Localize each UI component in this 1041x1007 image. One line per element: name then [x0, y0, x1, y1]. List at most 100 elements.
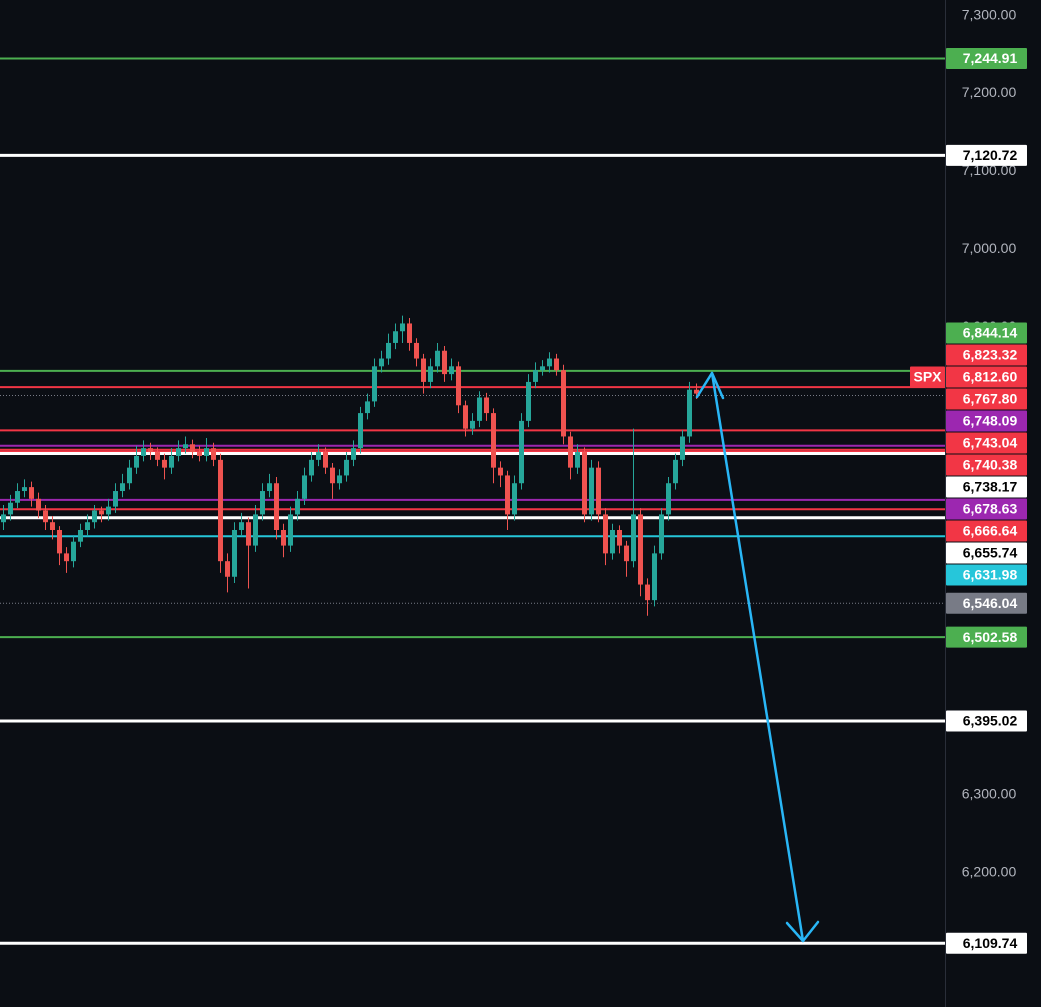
level-label-box: [946, 498, 1027, 520]
candle-body: [449, 366, 454, 375]
candle-body: [603, 514, 608, 554]
candle-body: [638, 514, 643, 585]
candle-body: [547, 358, 552, 367]
candle-body: [344, 459, 349, 476]
candle-body: [302, 475, 307, 499]
candle-body: [22, 487, 27, 492]
level-label-box: [946, 592, 1027, 614]
candle-body: [456, 366, 461, 406]
candle-body: [92, 510, 97, 523]
candle-body: [239, 522, 244, 530]
candle-body: [477, 397, 482, 421]
candle-body: [64, 553, 69, 562]
level-label: 6,767.80: [963, 391, 1018, 407]
candle-body: [246, 522, 251, 546]
candle-body: [533, 370, 538, 382]
candle-body: [183, 444, 188, 449]
level-label: 6,631.98: [963, 567, 1018, 583]
candle-body: [323, 452, 328, 468]
candle-body: [554, 358, 559, 371]
level-label: 6,823.32: [963, 347, 1018, 363]
level-label: 6,109.74: [963, 935, 1018, 951]
level-label-box: [946, 366, 1027, 388]
level-label: 6,844.14: [963, 325, 1018, 341]
level-label-box: [946, 542, 1027, 564]
level-label-box: [946, 144, 1027, 166]
candle-body: [442, 350, 447, 375]
candle-body: [274, 483, 279, 530]
level-label: 6,812.60: [963, 369, 1018, 385]
candle-body: [106, 506, 111, 515]
candle-body: [498, 467, 503, 476]
level-label-box: [946, 520, 1027, 542]
candle-body: [414, 342, 419, 359]
level-label: 6,743.04: [963, 435, 1018, 451]
y-tick-label: 6,200.00: [962, 864, 1017, 880]
candle-body: [575, 452, 580, 468]
candle-body: [358, 413, 363, 449]
candle-body: [645, 584, 650, 601]
candle-body: [379, 358, 384, 367]
candle-body: [99, 510, 104, 515]
candle-body: [652, 553, 657, 601]
symbol-label: SPX: [913, 369, 942, 385]
level-label-box: [946, 476, 1027, 498]
candle-body: [85, 522, 90, 530]
candle-body: [8, 502, 13, 515]
arrow-line: [710, 371, 805, 943]
candle-body: [281, 530, 286, 546]
candle-body: [15, 491, 20, 503]
candle-body: [113, 491, 118, 507]
candle-body: [561, 370, 566, 437]
level-label: 6,502.58: [963, 629, 1018, 645]
candle-body: [680, 436, 685, 460]
y-tick-label: 7,100.00: [962, 162, 1017, 178]
candle-body: [386, 342, 391, 359]
candle-body: [141, 448, 146, 456]
level-label-box: [946, 344, 1027, 366]
candle-body: [470, 420, 475, 429]
candle-body: [435, 350, 440, 367]
level-label: 6,395.02: [963, 713, 1018, 729]
candle-body: [267, 483, 272, 492]
candle-body: [582, 452, 587, 515]
candle-body: [78, 530, 83, 542]
candle-body: [155, 452, 160, 460]
level-label: 6,678.63: [963, 501, 1018, 517]
y-tick-label: 7,000.00: [962, 240, 1017, 256]
candle-body: [127, 467, 132, 484]
candle-body: [211, 448, 216, 460]
candle-body: [29, 487, 34, 499]
level-label-box: [946, 932, 1027, 954]
candle-body: [134, 455, 139, 468]
candle-body: [253, 514, 258, 546]
level-label-box: [946, 564, 1027, 586]
level-label-box: [946, 626, 1027, 648]
level-label: 7,120.72: [963, 147, 1018, 163]
level-label: 6,666.64: [963, 523, 1018, 539]
level-label: 6,740.38: [963, 457, 1018, 473]
candle-body: [687, 389, 692, 437]
candle-body: [169, 455, 174, 468]
candle-body: [288, 514, 293, 546]
candle-body: [372, 366, 377, 402]
candle-body: [351, 448, 356, 460]
candle-body: [428, 366, 433, 382]
y-tick-label: 7,200.00: [962, 84, 1017, 100]
candle-body: [484, 397, 489, 414]
candle-body: [197, 452, 202, 456]
candle-body: [393, 331, 398, 343]
candle-body: [463, 405, 468, 429]
candle-body: [1, 514, 6, 523]
candle-body: [631, 514, 636, 562]
candle-body: [190, 444, 195, 453]
candle-body: [71, 541, 76, 562]
level-label-box: [946, 454, 1027, 476]
candle-body: [148, 448, 153, 453]
candle-body: [610, 530, 615, 554]
y-tick-label: 7,300.00: [962, 6, 1017, 22]
candle-body: [526, 381, 531, 421]
